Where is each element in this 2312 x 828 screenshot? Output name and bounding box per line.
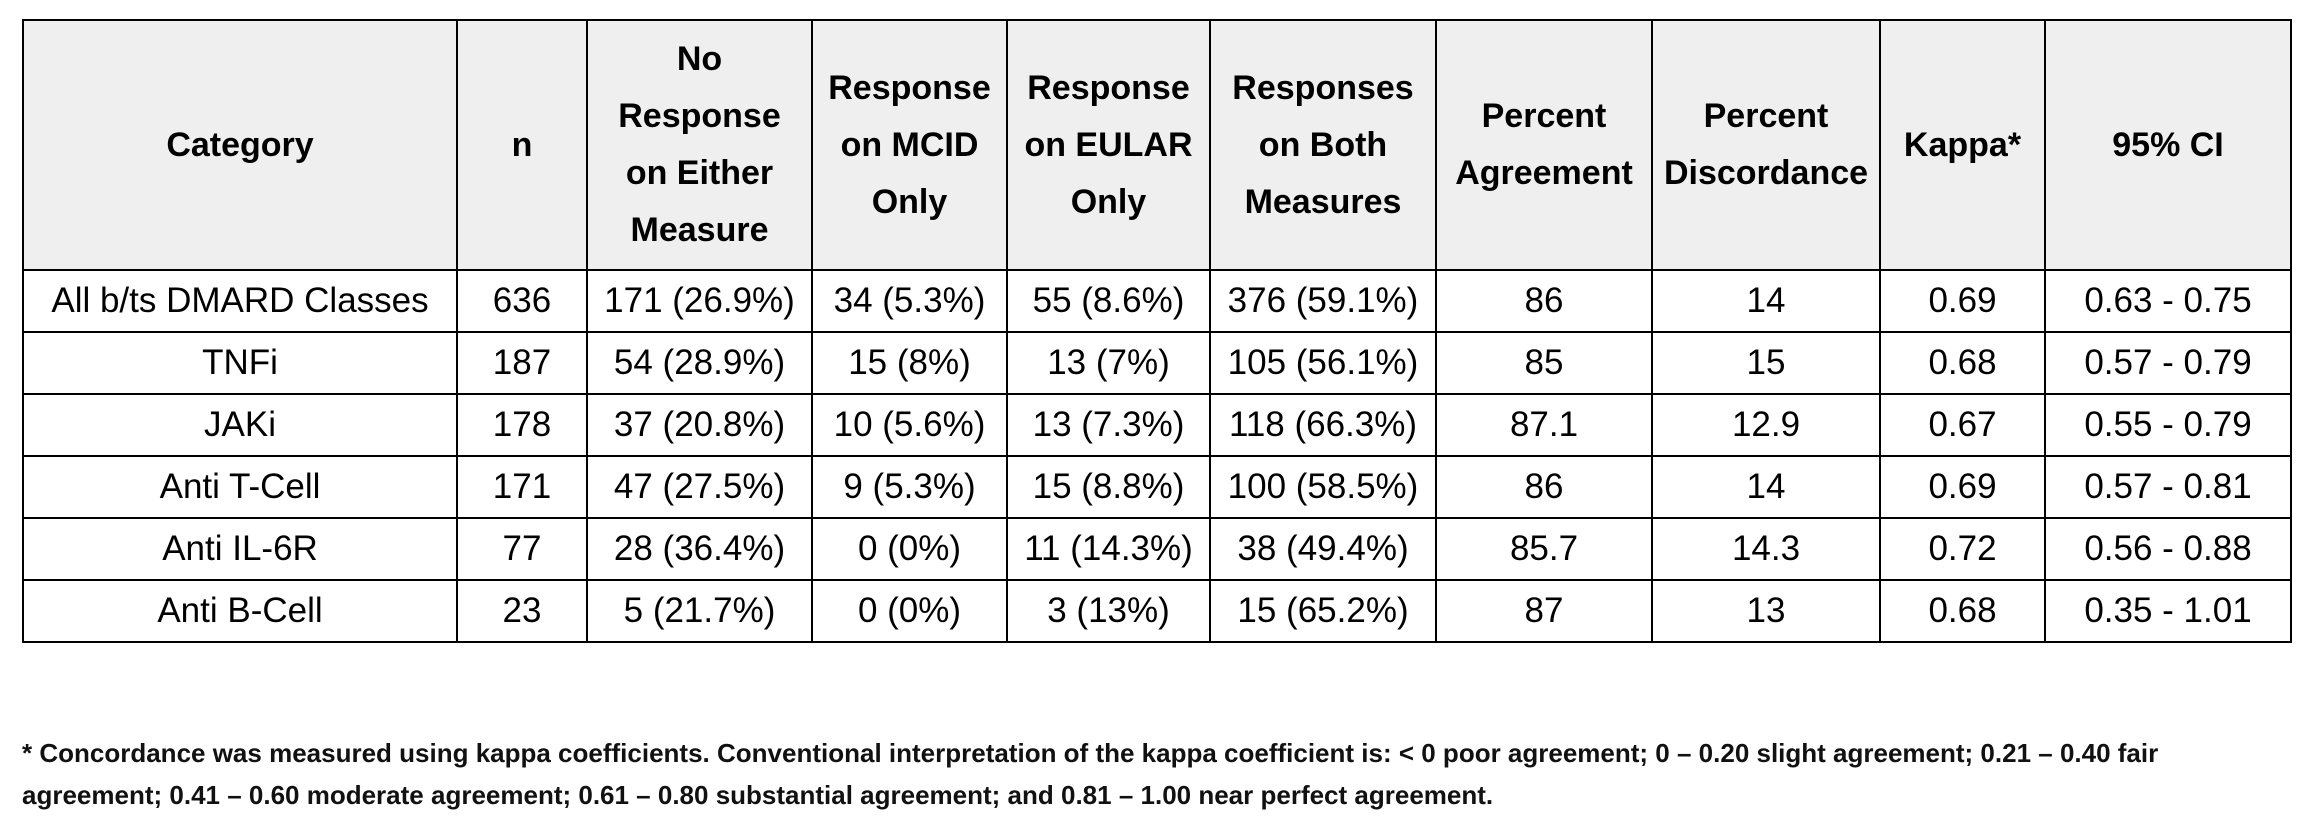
cell-n: 77 xyxy=(456,517,588,581)
cell-kappa: 0.67 xyxy=(1879,393,2046,457)
cell-no-response: 171 (26.9%) xyxy=(586,269,813,333)
cell-percent-agreement: 85.7 xyxy=(1435,517,1653,581)
cell-both-measures: 376 (59.1%) xyxy=(1209,269,1437,333)
cell-no-response: 5 (21.7%) xyxy=(586,579,813,643)
header-percent-discordance: Percent Discordance xyxy=(1651,19,1881,271)
cell-category: Anti T-Cell xyxy=(22,455,458,519)
cell-95-ci: 0.56 - 0.88 xyxy=(2044,517,2292,581)
cell-eular-only: 13 (7%) xyxy=(1006,331,1211,395)
cell-percent-agreement: 86 xyxy=(1435,269,1653,333)
cell-mcid-only: 10 (5.6%) xyxy=(811,393,1008,457)
table-row: Anti IL-6R 77 28 (36.4%) 0 (0%) 11 (14.3… xyxy=(22,517,2292,581)
cell-95-ci: 0.55 - 0.79 xyxy=(2044,393,2292,457)
header-kappa: Kappa* xyxy=(1879,19,2046,271)
concordance-table: Category n No Response on Either Measure… xyxy=(22,19,2292,643)
cell-eular-only: 13 (7.3%) xyxy=(1006,393,1211,457)
cell-n: 23 xyxy=(456,579,588,643)
cell-category: JAKi xyxy=(22,393,458,457)
cell-both-measures: 38 (49.4%) xyxy=(1209,517,1437,581)
cell-n: 187 xyxy=(456,331,588,395)
header-percent-agreement: Percent Agreement xyxy=(1435,19,1653,271)
cell-percent-agreement: 87 xyxy=(1435,579,1653,643)
cell-kappa: 0.72 xyxy=(1879,517,2046,581)
cell-n: 178 xyxy=(456,393,588,457)
cell-no-response: 47 (27.5%) xyxy=(586,455,813,519)
cell-95-ci: 0.35 - 1.01 xyxy=(2044,579,2292,643)
header-95-ci: 95% CI xyxy=(2044,19,2292,271)
cell-kappa: 0.68 xyxy=(1879,579,2046,643)
cell-category: All b/ts DMARD Classes xyxy=(22,269,458,333)
cell-percent-discordance: 12.9 xyxy=(1651,393,1881,457)
cell-both-measures: 118 (66.3%) xyxy=(1209,393,1437,457)
cell-category: TNFi xyxy=(22,331,458,395)
cell-no-response: 54 (28.9%) xyxy=(586,331,813,395)
cell-n: 171 xyxy=(456,455,588,519)
table-row: Anti B-Cell 23 5 (21.7%) 0 (0%) 3 (13%) … xyxy=(22,579,2292,643)
cell-mcid-only: 9 (5.3%) xyxy=(811,455,1008,519)
cell-percent-discordance: 14 xyxy=(1651,455,1881,519)
results-table-container: Category n No Response on Either Measure… xyxy=(22,19,2292,643)
table-row: JAKi 178 37 (20.8%) 10 (5.6%) 13 (7.3%) … xyxy=(22,393,2292,457)
cell-mcid-only: 15 (8%) xyxy=(811,331,1008,395)
cell-percent-discordance: 14 xyxy=(1651,269,1881,333)
cell-both-measures: 15 (65.2%) xyxy=(1209,579,1437,643)
cell-category: Anti B-Cell xyxy=(22,579,458,643)
cell-95-ci: 0.57 - 0.79 xyxy=(2044,331,2292,395)
cell-eular-only: 3 (13%) xyxy=(1006,579,1211,643)
cell-95-ci: 0.63 - 0.75 xyxy=(2044,269,2292,333)
table-row: Anti T-Cell 171 47 (27.5%) 9 (5.3%) 15 (… xyxy=(22,455,2292,519)
cell-category: Anti IL-6R xyxy=(22,517,458,581)
table-row: All b/ts DMARD Classes 636 171 (26.9%) 3… xyxy=(22,269,2292,333)
header-mcid-only: Response on MCID Only xyxy=(811,19,1008,271)
cell-both-measures: 100 (58.5%) xyxy=(1209,455,1437,519)
cell-95-ci: 0.57 - 0.81 xyxy=(2044,455,2292,519)
cell-percent-agreement: 87.1 xyxy=(1435,393,1653,457)
cell-percent-agreement: 85 xyxy=(1435,331,1653,395)
header-category: Category xyxy=(22,19,458,271)
header-eular-only: Response on EULAR Only xyxy=(1006,19,1211,271)
cell-mcid-only: 0 (0%) xyxy=(811,517,1008,581)
cell-eular-only: 11 (14.3%) xyxy=(1006,517,1211,581)
header-n: n xyxy=(456,19,588,271)
cell-eular-only: 15 (8.8%) xyxy=(1006,455,1211,519)
cell-percent-discordance: 15 xyxy=(1651,331,1881,395)
cell-no-response: 28 (36.4%) xyxy=(586,517,813,581)
table-row: TNFi 187 54 (28.9%) 15 (8%) 13 (7%) 105 … xyxy=(22,331,2292,395)
cell-both-measures: 105 (56.1%) xyxy=(1209,331,1437,395)
cell-kappa: 0.69 xyxy=(1879,269,2046,333)
cell-no-response: 37 (20.8%) xyxy=(586,393,813,457)
cell-n: 636 xyxy=(456,269,588,333)
cell-percent-discordance: 13 xyxy=(1651,579,1881,643)
cell-kappa: 0.69 xyxy=(1879,455,2046,519)
cell-percent-agreement: 86 xyxy=(1435,455,1653,519)
header-both-measures: Responses on Both Measures xyxy=(1209,19,1437,271)
header-row: Category n No Response on Either Measure… xyxy=(22,19,2292,271)
header-no-response: No Response on Either Measure xyxy=(586,19,813,271)
cell-percent-discordance: 14.3 xyxy=(1651,517,1881,581)
cell-eular-only: 55 (8.6%) xyxy=(1006,269,1211,333)
cell-mcid-only: 0 (0%) xyxy=(811,579,1008,643)
cell-mcid-only: 34 (5.3%) xyxy=(811,269,1008,333)
cell-kappa: 0.68 xyxy=(1879,331,2046,395)
kappa-footnote: * Concordance was measured using kappa c… xyxy=(22,738,2159,810)
